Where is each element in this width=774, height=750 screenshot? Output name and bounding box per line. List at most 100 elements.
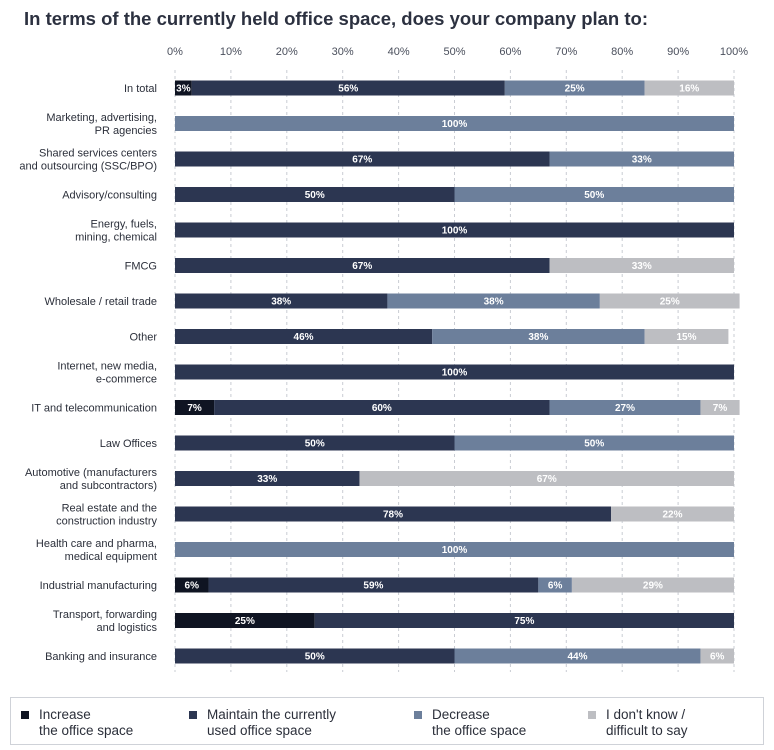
bar-segment [175,613,315,628]
bar-segment [175,471,360,486]
x-tick-label: 100% [720,46,748,58]
bar-segment [387,293,600,309]
bar-value-label: 50% [305,652,325,663]
bar-value-label: 38% [528,332,548,343]
bar-segment [191,80,505,96]
bar-segment [314,613,734,628]
x-tick-label: 0% [167,46,183,58]
bar-value-label: 75% [514,616,534,627]
bar-segment [359,471,734,486]
category-labels: In total Marketing, advertising, PR agenci… [19,83,157,663]
category-label: In total [124,83,157,95]
bar-value-label: 3% [176,84,191,95]
bar-value-label: 100% [442,545,468,556]
bar-segment [175,400,215,415]
bar-value-label: 50% [584,439,604,450]
bar-value-label: 50% [305,190,325,201]
bar-segment [175,80,192,96]
bar-segment [175,435,455,451]
bar-segment [175,116,734,131]
legend-swatch [588,711,596,719]
bar-segment [504,80,645,96]
stacked-bar-chart: 0% 10% 20% 30% 40% 50% 60% 70% 80% 90% 100% In tot… [19,46,748,672]
x-axis-ticks: 0% 10% 20% 30% 40% 50% 60% 70% 80% 90% 100% [167,46,748,58]
x-tick-label: 90% [667,46,689,58]
x-tick-label: 30% [332,46,354,58]
bar-value-label: 46% [294,332,314,343]
category-label: IT and telecommunication [31,403,157,415]
legend-label: Decrease the office space [432,707,527,738]
category-label: Wholesale / retail trade [45,296,158,308]
x-tick-label: 10% [220,46,242,58]
bar-segment [549,151,734,167]
bar-value-label: 7% [187,403,202,414]
bar-value-label: 67% [352,261,372,272]
bar-value-label: 29% [643,581,663,592]
bar-value-label: 38% [484,297,504,308]
bar-segment [175,542,734,557]
bar-segment [549,258,734,273]
bar-value-label: 67% [537,474,557,485]
bar-value-label: 33% [632,155,652,166]
bar-segment [549,400,701,415]
bar-value-label: 6% [548,581,563,592]
bar-segment [599,293,740,309]
bar-segment [175,577,209,593]
bar-value-label: 44% [567,652,587,663]
bar-segment [175,329,433,344]
bar-value-label: 56% [338,84,358,95]
category-label: Internet, new media, e-commerce [57,361,157,386]
bar-value-label: 6% [710,652,725,663]
bar-value-label: 7% [713,403,728,414]
legend-item: Maintain the currently used office space [189,707,336,739]
bar-segment [454,187,734,202]
category-label: Law Offices [100,438,158,450]
bar-segment [175,258,550,273]
bar-segment [538,577,572,593]
bar-segment [611,506,734,522]
bar-value-label: 50% [584,190,604,201]
x-tick-label: 70% [555,46,577,58]
legend: Increase the office space Maintain the cu… [10,697,764,745]
bar-value-label: 16% [679,84,699,95]
bar-segment [700,648,734,664]
chart-title: In terms of the currently held office sp… [24,8,648,29]
bar-value-label: 25% [565,84,585,95]
legend-label: I don't know / difficult to say [606,707,688,738]
bar-value-label: 38% [271,297,291,308]
bar-segment [175,648,455,664]
bar-segment [454,435,734,451]
bar-segment [454,648,701,664]
x-tick-label: 40% [388,46,410,58]
category-label: Health care and pharma, medical equipment [36,538,157,563]
bar-value-label: 33% [257,474,277,485]
bar-value-label: 25% [235,616,255,627]
bar-value-label: 15% [676,332,696,343]
category-label: Automotive (manufacturers and subcontract… [25,467,158,492]
bar-segment [700,400,740,415]
category-label: Advisory/consulting [62,190,157,202]
bar-value-label: 6% [185,581,200,592]
x-tick-label: 80% [611,46,633,58]
bar-segment [175,222,734,238]
x-tick-label: 20% [276,46,298,58]
bar-segment [175,364,734,380]
legend-label: Increase the office space [39,707,134,738]
bar-segment [644,80,734,96]
bar-segment [208,577,539,593]
legend-item: Decrease the office space [414,707,526,739]
bar-segment [175,187,455,202]
legend-item: I don't know / difficult to say [588,707,688,739]
x-tick-label: 50% [443,46,465,58]
category-label: Shared services centers and outsourcing (… [19,148,157,173]
legend-label: Maintain the currently used office space [207,707,337,738]
legend-swatch [21,711,29,719]
category-label: Other [129,332,157,344]
legend-item: Increase the office space [21,707,133,739]
category-label: FMCG [125,261,157,273]
bar-value-label: 59% [363,581,383,592]
category-label: Real estate and the construction industry [56,503,157,528]
bar-value-label: 78% [383,510,403,521]
category-label: Industrial manufacturing [40,580,157,592]
legend-swatch [189,711,197,719]
